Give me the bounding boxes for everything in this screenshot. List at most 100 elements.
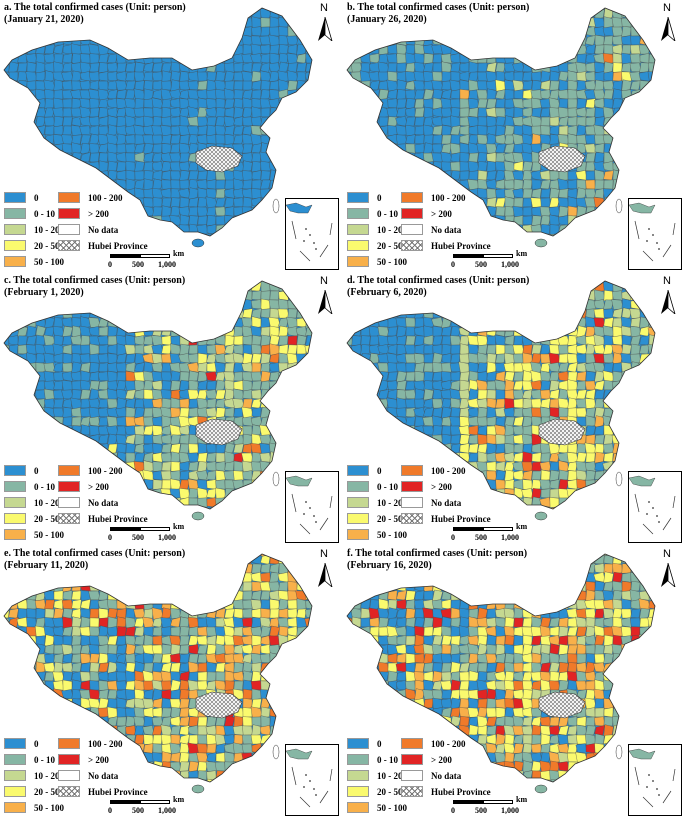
prefecture-region — [188, 281, 199, 292]
prefecture-region — [134, 308, 145, 319]
prefecture-region — [232, 562, 245, 575]
prefecture-region — [495, 443, 506, 454]
prefecture-region — [143, 434, 154, 445]
prefecture-region — [585, 281, 596, 284]
prefecture-region — [621, 44, 632, 55]
prefecture-region — [347, 343, 353, 356]
prefecture-region — [549, 17, 560, 28]
prefecture-region — [567, 379, 578, 392]
prefecture-region — [4, 107, 10, 118]
prefecture-region — [26, 617, 37, 628]
prefecture-region — [62, 590, 73, 601]
prefecture-region — [53, 89, 64, 100]
prefecture-region — [242, 379, 253, 392]
prefecture-region — [125, 689, 136, 700]
prefecture-region — [450, 371, 461, 382]
prefecture-region — [53, 608, 64, 619]
prefecture-region — [315, 453, 325, 462]
prefecture-region — [125, 317, 136, 328]
prefecture-region — [369, 143, 380, 154]
prefecture-region — [441, 170, 452, 181]
prefecture-region — [658, 407, 668, 418]
prefecture-region — [629, 308, 642, 319]
prefecture-region — [215, 179, 226, 190]
prefecture-region — [504, 115, 515, 128]
prefecture-region — [143, 161, 154, 172]
prefecture-region — [360, 107, 371, 118]
prefecture-region — [7, 635, 20, 646]
prefecture-region — [658, 126, 668, 136]
scale-bar-graphic — [110, 527, 170, 531]
prefecture-region — [17, 143, 28, 154]
prefecture-region — [396, 179, 407, 190]
prefecture-region — [539, 134, 552, 145]
prefecture-region — [287, 725, 298, 736]
map-panel-e: e. The total confirmed cases (Unit: pers… — [0, 546, 342, 819]
prefecture-region — [125, 599, 136, 610]
prefecture-region — [26, 443, 37, 454]
prefecture-region — [44, 326, 55, 337]
prefecture-region — [360, 169, 371, 182]
prefecture-region — [621, 371, 632, 382]
prefecture-region — [414, 398, 425, 409]
prefecture-region — [648, 452, 655, 463]
prefecture-region — [44, 298, 55, 311]
prefecture-region — [142, 44, 155, 55]
prefecture-region — [548, 281, 561, 283]
prefecture-region — [196, 752, 209, 763]
prefecture-region — [350, 116, 363, 127]
prefecture-region — [531, 353, 542, 364]
prefecture-region — [377, 26, 390, 37]
prefecture-region — [575, 344, 588, 355]
prefecture-region — [4, 170, 11, 181]
prefecture-region — [369, 89, 380, 100]
prefecture-region — [161, 344, 172, 355]
prefecture-region — [396, 299, 407, 310]
prefecture-region — [8, 142, 19, 155]
prefecture-region — [576, 380, 587, 391]
prefecture-region — [224, 134, 235, 145]
prefecture-region — [648, 134, 655, 145]
prefecture-region — [368, 179, 381, 190]
prefecture-region — [152, 398, 164, 409]
prefecture-region — [214, 653, 227, 664]
prefecture-region — [459, 152, 470, 163]
prefecture-region — [548, 362, 561, 373]
prefecture-region — [251, 380, 262, 391]
prefecture-region — [404, 308, 417, 319]
prefecture-region — [477, 98, 488, 109]
prefecture-region — [629, 281, 642, 293]
legend-item: 50 - 100 — [347, 256, 407, 268]
prefecture-region — [350, 169, 363, 182]
prefecture-region — [215, 563, 226, 574]
prefecture-region — [35, 308, 46, 319]
prefecture-region — [495, 206, 506, 217]
prefecture-region — [53, 115, 64, 128]
prefecture-region — [89, 335, 100, 346]
prefecture-region — [4, 161, 10, 172]
prefecture-region — [215, 188, 226, 199]
prefecture-region — [286, 416, 299, 427]
prefecture-region — [621, 361, 632, 373]
prefecture-region — [396, 98, 407, 109]
prefecture-region — [206, 671, 217, 682]
prefecture-region — [224, 206, 235, 217]
prefecture-region — [386, 442, 399, 455]
prefecture-region — [305, 281, 312, 292]
legend-swatch — [58, 208, 80, 219]
prefecture-region — [8, 371, 19, 382]
prefecture-region — [241, 406, 254, 419]
prefecture-region — [495, 308, 506, 319]
prefecture-region — [350, 143, 363, 154]
prefecture-region — [414, 52, 425, 64]
prefecture-region — [495, 434, 506, 445]
prefecture-region — [62, 98, 73, 109]
prefecture-region — [125, 134, 136, 145]
prefecture-region — [89, 662, 100, 673]
prefecture-region — [557, 26, 570, 37]
prefecture-region — [567, 35, 578, 46]
prefecture-region — [26, 416, 37, 427]
prefecture-region — [151, 380, 164, 391]
prefecture-region — [296, 554, 307, 566]
prefecture-region — [170, 626, 181, 637]
